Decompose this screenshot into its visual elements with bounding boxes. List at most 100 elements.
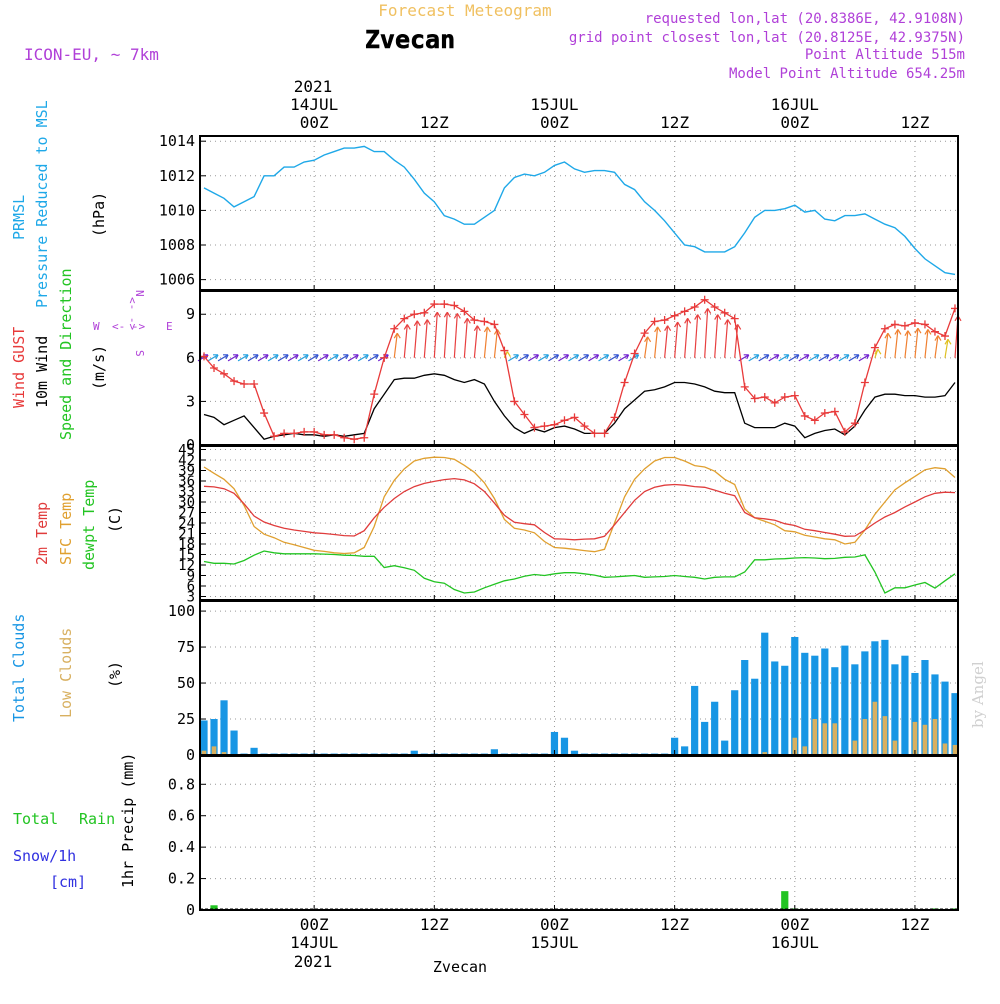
total-cloud-bar bbox=[931, 674, 939, 755]
total-cloud-bar bbox=[210, 719, 218, 755]
wind-arrow bbox=[643, 336, 649, 358]
wind-arrow bbox=[788, 354, 800, 362]
bottom-day-label: 14JUL bbox=[290, 933, 338, 952]
gust-marker bbox=[650, 317, 659, 326]
wind-arrow bbox=[267, 354, 279, 362]
gust-marker bbox=[310, 427, 319, 436]
wind-arrow-head bbox=[684, 318, 692, 324]
wind-arrow bbox=[654, 326, 659, 358]
y-tick-label: 36 bbox=[178, 474, 195, 490]
wind-arrow-head bbox=[433, 311, 441, 318]
total-cloud-bar bbox=[701, 721, 709, 755]
gust-marker bbox=[930, 327, 939, 336]
top-hour-label: 00Z bbox=[540, 113, 569, 132]
wind-arrow bbox=[217, 354, 229, 362]
wind-arrow bbox=[413, 320, 418, 358]
low-cloud-bar bbox=[852, 740, 858, 755]
model-label: ICON-EU, ~ 7km bbox=[24, 45, 159, 64]
gust-marker bbox=[360, 433, 369, 442]
wind-arrow-head bbox=[644, 336, 652, 343]
compass-south: S bbox=[133, 350, 146, 357]
top-hour-label: 00Z bbox=[300, 113, 329, 132]
t2m-line bbox=[203, 477, 956, 541]
wind-arrow-head bbox=[403, 324, 411, 330]
y-tick-label: 0 bbox=[186, 901, 195, 919]
wind-arrow-head bbox=[423, 319, 431, 325]
gust-marker bbox=[370, 390, 379, 399]
wind-arrow bbox=[924, 329, 929, 358]
wind-arrow-head bbox=[553, 354, 560, 360]
gust-marker bbox=[320, 430, 329, 439]
wind-arrow bbox=[674, 321, 679, 358]
panel-border bbox=[199, 755, 959, 911]
wind-arrow-head bbox=[874, 348, 882, 355]
wind-arrow bbox=[768, 354, 780, 362]
compass-north: N bbox=[133, 290, 146, 297]
y-tick-label: 6 bbox=[186, 349, 195, 367]
y-tick-label: 0.4 bbox=[168, 838, 195, 856]
wind-labels: Wind GUST 10m Wind Speed and Direction (… bbox=[10, 268, 108, 440]
total-cloud-bar bbox=[691, 685, 699, 755]
total-cloud-bar bbox=[881, 639, 889, 755]
gust-marker bbox=[540, 422, 549, 431]
wind-arrow bbox=[664, 325, 669, 358]
top-hour-label: 12Z bbox=[660, 113, 689, 132]
wind-arrow-head bbox=[243, 354, 249, 360]
bottom-hour-label: 00Z bbox=[540, 915, 569, 934]
bottom-hour-label: 12Z bbox=[420, 915, 449, 934]
gust-marker bbox=[690, 302, 699, 311]
wind-arrow-head bbox=[583, 354, 590, 360]
bottom-year: 2021 bbox=[294, 952, 333, 971]
top-day-label: 15JUL bbox=[530, 95, 578, 114]
label-hpa: (hPa) bbox=[90, 192, 108, 237]
wind-arrow-head bbox=[884, 332, 892, 339]
wind-arrow bbox=[578, 354, 589, 362]
gust-marker bbox=[610, 413, 619, 422]
wind-arrow bbox=[518, 354, 529, 362]
wind-compass: W <- -> E <- -> N S bbox=[93, 290, 173, 357]
total-cloud-bar bbox=[811, 655, 819, 755]
wind-arrow bbox=[598, 354, 609, 362]
total-cloud-bar bbox=[901, 655, 909, 755]
wind-arrow-head bbox=[813, 354, 820, 360]
total-cloud-bar bbox=[821, 648, 829, 755]
top-day-label: 14JUL bbox=[290, 95, 338, 114]
total-cloud-bar bbox=[711, 701, 719, 755]
gust-marker bbox=[700, 295, 709, 304]
wind-arrow bbox=[558, 354, 569, 362]
wind-arrow-head bbox=[664, 325, 672, 332]
wind-arrow-head bbox=[694, 314, 702, 320]
wind-arrow bbox=[257, 354, 269, 362]
total-cloud-bar bbox=[841, 645, 849, 755]
wind-arrow bbox=[508, 354, 519, 362]
wind-arrow bbox=[588, 354, 599, 362]
gust-marker bbox=[400, 314, 409, 323]
bottom-day-label: 16JUL bbox=[771, 933, 819, 952]
precip-labels: Total Rain Snow/1h [cm] 1hr Precip (mm) bbox=[13, 753, 137, 891]
wind-arrow bbox=[914, 328, 919, 358]
wind-arrow bbox=[848, 354, 860, 362]
gust-marker bbox=[430, 300, 439, 309]
wind-arrow-head bbox=[413, 320, 421, 327]
gust-marker bbox=[780, 393, 789, 402]
y-tick-label: 24 bbox=[178, 516, 195, 532]
clouds-panel: 0 25 50 75 100 bbox=[168, 600, 959, 764]
gust-marker bbox=[870, 343, 879, 352]
wind-arrow-head bbox=[573, 354, 580, 360]
wind-arrow bbox=[704, 308, 709, 358]
gust-marker bbox=[590, 429, 599, 438]
low-cloud-bar bbox=[942, 743, 948, 755]
total-cloud-bar bbox=[550, 731, 559, 755]
wind-arrow bbox=[443, 312, 448, 358]
total-cloud-bar bbox=[831, 667, 839, 755]
total-cloud-bar bbox=[871, 641, 879, 755]
cloud-labels: Total Clouds Low Clouds (%) bbox=[10, 614, 124, 722]
y-tick-label: 30 bbox=[178, 495, 195, 511]
gust-marker bbox=[880, 324, 889, 333]
wind-arrow-head bbox=[343, 354, 349, 360]
y-tick-label: 3 bbox=[187, 590, 195, 606]
wind-arrow bbox=[798, 354, 810, 362]
low-cloud-bar bbox=[802, 746, 808, 755]
wind-arrow-head bbox=[623, 354, 630, 360]
wind-speed-line bbox=[203, 373, 956, 440]
